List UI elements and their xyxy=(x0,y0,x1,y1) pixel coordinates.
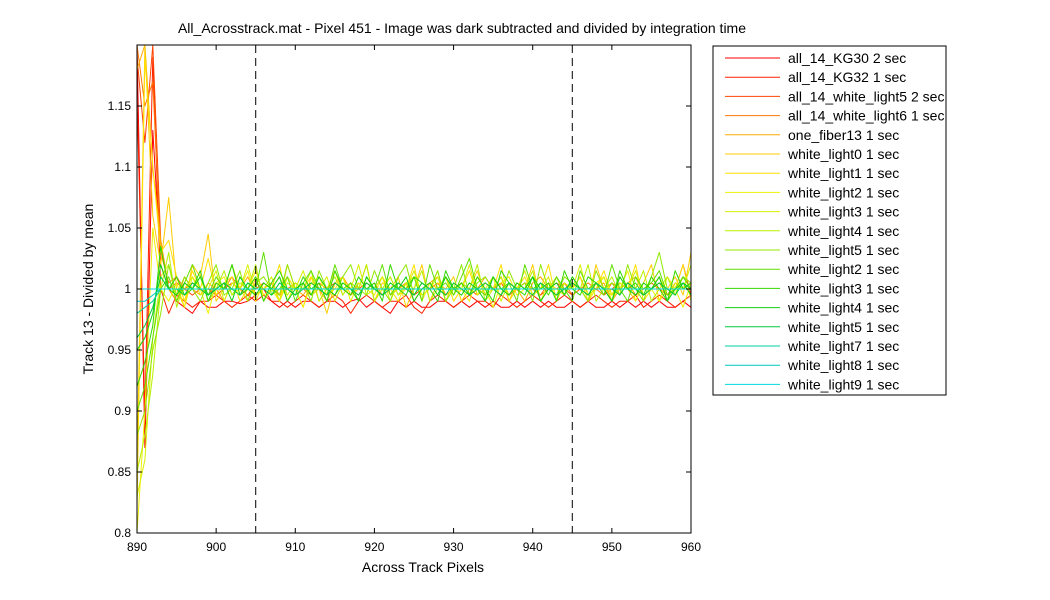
legend-entry-label: white_light3 1 sec xyxy=(787,280,899,296)
legend-box xyxy=(712,45,947,396)
y-tick-label: 0.8 xyxy=(114,526,131,540)
legend-entry-label: white_light5 1 sec xyxy=(787,319,899,335)
legend-entry-label: all_14_KG30 2 sec xyxy=(788,50,906,66)
axis-ticks xyxy=(136,45,692,534)
chart-title: All_Acrosstrack.mat - Pixel 451 - Image … xyxy=(178,20,746,36)
x-tick-label: 910 xyxy=(285,540,305,554)
x-axis-label: Across Track Pixels xyxy=(362,559,484,575)
x-tick-labels: 890 900 910 920 930 940 950 960 xyxy=(127,540,701,554)
legend-entry-label: all_14_white_light5 2 sec xyxy=(788,88,944,104)
y-tick-label: 1 xyxy=(124,282,131,296)
y-tick-label: 0.85 xyxy=(108,465,132,479)
y-tick-label: 1.1 xyxy=(114,160,131,174)
legend-entry-label: white_light1 1 sec xyxy=(787,165,899,181)
plot-area: 890 900 910 920 930 940 950 960 0.8 0.85 0.9 0.95 1… xyxy=(108,44,701,554)
x-tick-label: 930 xyxy=(444,540,464,554)
x-tick-label: 890 xyxy=(127,540,147,554)
legend-entry-label: white_light8 1 sec xyxy=(787,357,899,373)
legend-entry-label: all_14_white_light6 1 sec xyxy=(788,108,944,124)
legend-entry-label: white_light0 1 sec xyxy=(787,146,899,162)
x-tick-label: 950 xyxy=(602,540,622,554)
legend-entry-label: white_light3 1 sec xyxy=(787,204,899,220)
y-tick-label: 1.15 xyxy=(108,99,132,113)
legend-entry-label: all_14_KG32 1 sec xyxy=(788,69,906,85)
x-tick-label: 920 xyxy=(364,540,384,554)
legend-entry-label: white_light4 1 sec xyxy=(787,300,899,316)
vertical-markers xyxy=(255,45,573,533)
y-tick-labels: 0.8 0.85 0.9 0.95 1 1.05 1.1 1.15 xyxy=(108,99,132,540)
y-tick-label: 0.95 xyxy=(108,343,132,357)
legend-entry-label: white_light2 1 sec xyxy=(787,261,899,277)
legend-entry-label: white_light7 1 sec xyxy=(787,338,899,354)
legend-entry-label: white_light5 1 sec xyxy=(787,242,899,258)
series-line xyxy=(137,276,691,339)
y-tick-label: 1.05 xyxy=(108,221,132,235)
legend-items: all_14_KG30 2 sec all_14_KG32 1 sec all_14… xyxy=(725,50,944,392)
series-lines xyxy=(137,45,691,533)
legend-entry-label: white_light2 1 sec xyxy=(787,184,899,200)
legend-entry-label: white_light9 1 sec xyxy=(787,376,899,392)
x-tick-label: 900 xyxy=(206,540,226,554)
y-tick-label: 0.9 xyxy=(114,404,131,418)
legend-entry-label: white_light4 1 sec xyxy=(787,223,899,239)
legend: all_14_KG30 2 sec all_14_KG32 1 sec all_14… xyxy=(712,45,947,396)
x-tick-label: 940 xyxy=(523,540,543,554)
y-axis-label: Track 13 - Divided by mean xyxy=(80,204,96,375)
series-line xyxy=(137,56,691,509)
x-tick-label: 960 xyxy=(681,540,701,554)
legend-entry-label: one_fiber13 1 sec xyxy=(788,127,899,143)
